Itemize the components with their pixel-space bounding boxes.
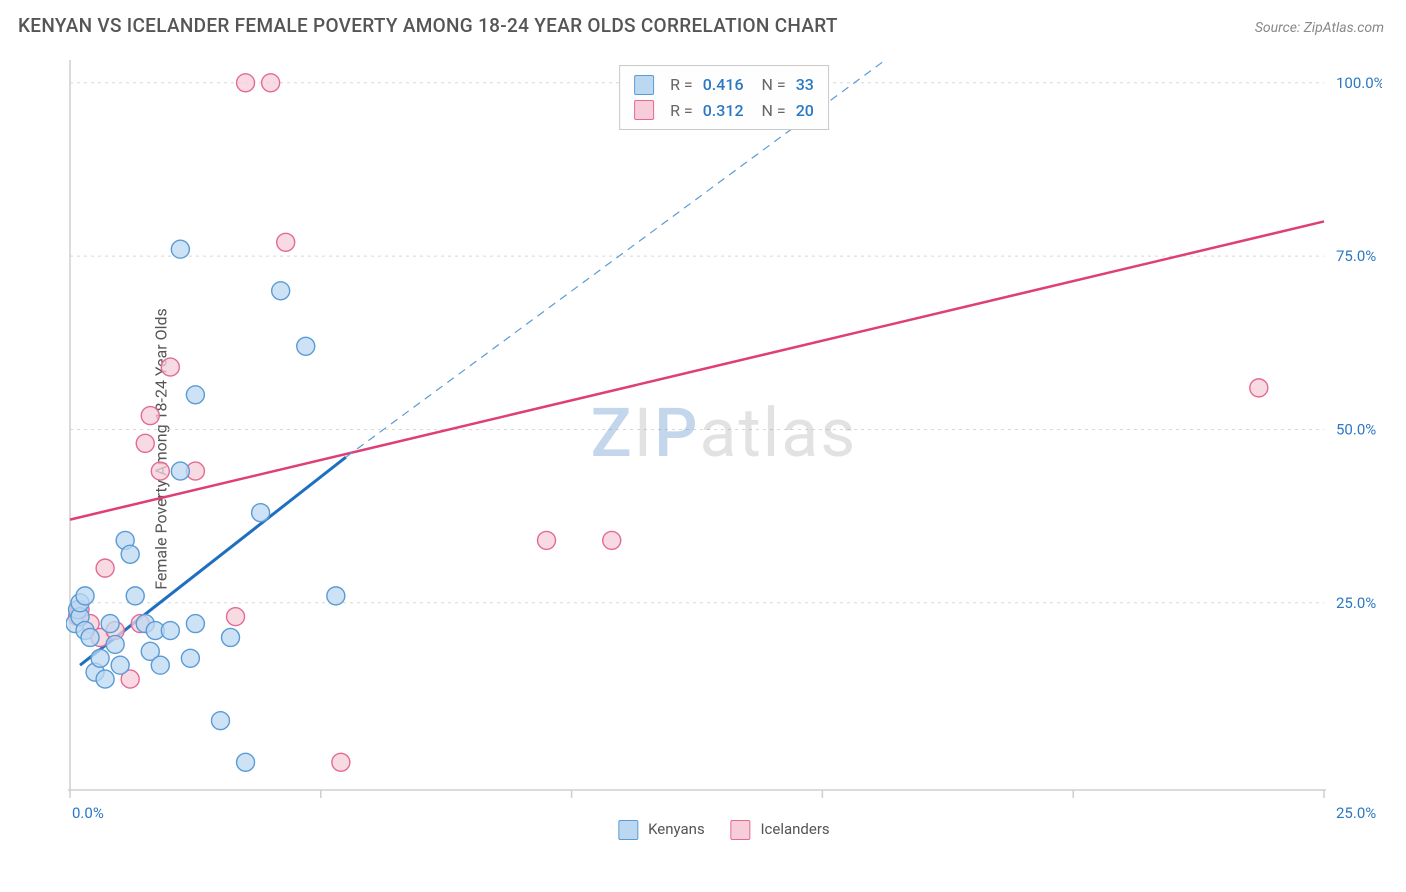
n-value-icelanders: 20 [796,98,814,124]
source-attribution: Source: ZipAtlas.com [1255,20,1384,36]
chart-area: Female Poverty Among 18-24 Year Olds 25.… [48,54,1388,844]
swatch-icon [634,75,654,95]
r-value-icelanders: 0.312 [703,98,744,124]
stat-row-kenyans: R = 0.416 N = 33 [634,72,814,98]
r-value-kenyans: 0.416 [703,72,744,98]
svg-text:25.0%: 25.0% [1336,594,1376,612]
svg-text:100.0%: 100.0% [1336,74,1382,92]
svg-text:25.0%: 25.0% [1336,804,1376,822]
plot-svg: 25.0% 50.0% 75.0% 100.0% 0.0% 25.0% [66,54,1382,844]
stat-legend: R = 0.416 N = 33 R = 0.312 N = 20 [619,65,829,130]
bottom-legend: Kenyans Icelanders [618,820,829,840]
legend-item-icelanders: Icelanders [731,820,830,840]
chart-title: KENYAN VS ICELANDER FEMALE POVERTY AMONG… [18,14,838,37]
svg-text:75.0%: 75.0% [1336,247,1376,265]
title-bar: KENYAN VS ICELANDER FEMALE POVERTY AMONG… [0,0,1406,45]
scatter-plot: 25.0%50.0%75.0%100.0%0.0%25.0% ZIPatlas … [66,54,1382,844]
swatch-icon [634,100,654,120]
swatch-icon [618,820,638,840]
svg-text:0.0%: 0.0% [72,804,104,822]
stat-row-icelanders: R = 0.312 N = 20 [634,98,814,124]
svg-text:50.0%: 50.0% [1336,420,1376,438]
n-value-kenyans: 33 [796,72,814,98]
swatch-icon [731,820,751,840]
legend-item-kenyans: Kenyans [618,820,704,840]
